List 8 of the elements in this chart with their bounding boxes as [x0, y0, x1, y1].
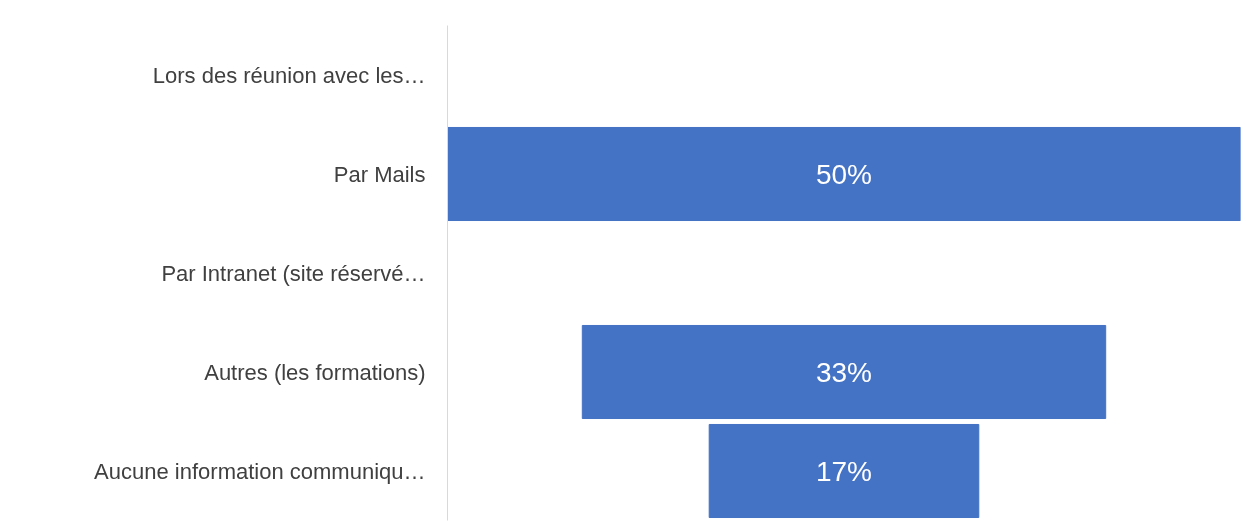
- category-label: Par Mails: [333, 161, 426, 187]
- category-label: Par Intranet (site réservé…: [161, 260, 426, 286]
- category-label: Lors des réunion avec les…: [152, 62, 426, 88]
- data-label: 17%: [815, 455, 873, 487]
- category-label: Autres (les formations): [204, 359, 426, 385]
- data-label: 50%: [815, 158, 873, 190]
- data-label: 33%: [815, 356, 873, 388]
- category-label: Aucune information communiqu…: [94, 458, 426, 484]
